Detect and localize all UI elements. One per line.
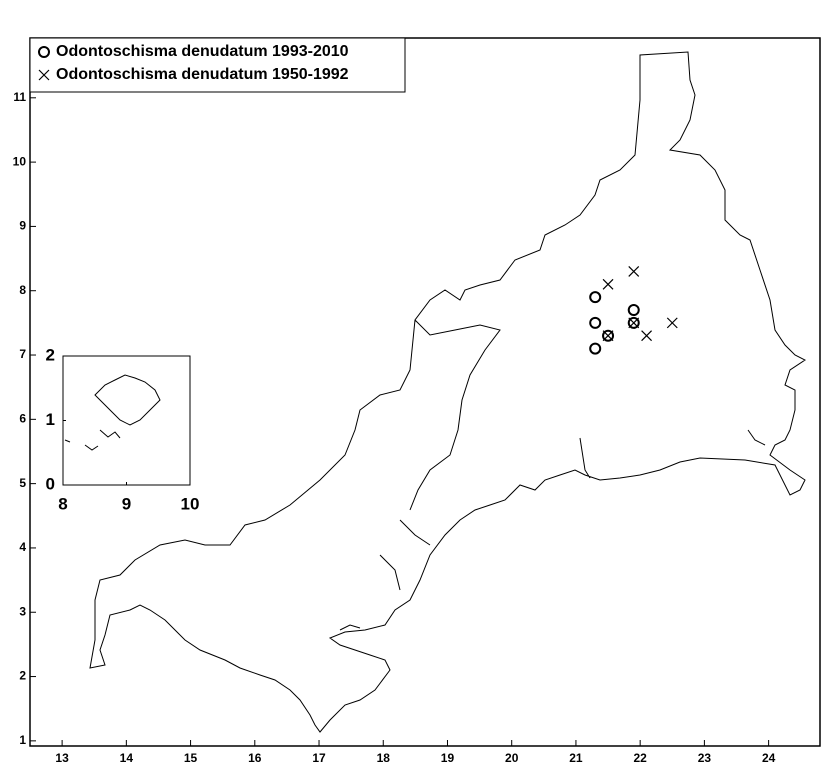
legend-box [29,37,406,93]
y-tick-label: 8 [19,283,26,297]
point [602,329,615,342]
x-tick-label: 19 [441,751,455,765]
point [589,291,602,304]
x-tick-label: 13 [55,751,69,765]
y-tick-label: 10 [13,154,27,168]
x-tick-label: 22 [633,751,647,765]
x-tick-label: 24 [762,751,776,765]
point [627,304,640,317]
point [628,266,640,277]
x-tick-label: 17 [312,751,326,765]
point [628,317,640,329]
legend-marker [38,69,50,81]
y-tick-label: 6 [19,412,26,426]
legend-marker [38,46,50,58]
x-tick-label: 23 [698,751,712,765]
y-tick-label: 11 [13,90,26,104]
x-tick-label: 20 [505,751,519,765]
plot-frame [29,37,821,747]
coastline [89,51,806,733]
y-tick-label: 7 [19,347,26,361]
y-tick-label: 9 [19,219,26,233]
inset-x-tick-label: 10 [181,494,200,513]
x-tick-label: 14 [120,751,134,765]
inset-x-tick-label: 9 [122,494,131,513]
point [666,317,678,329]
inset-x-tick-label: 8 [58,494,67,513]
y-tick-label: 1 [19,733,26,747]
point [602,278,614,290]
point [589,316,602,329]
point [589,342,602,355]
inset-y-tick-label: 1 [46,410,55,429]
inset-coastline [64,374,161,451]
legend-label: Odontoschisma denudatum 1993-2010 [56,43,349,60]
y-tick-label: 4 [19,540,26,554]
x-tick-label: 21 [569,751,583,765]
point [627,316,640,329]
inset-y-tick-label: 0 [46,474,55,493]
x-tick-label: 15 [184,751,198,765]
y-tick-label: 3 [19,604,26,618]
point [641,330,653,342]
x-tick-label: 16 [248,751,262,765]
y-tick-label: 2 [19,669,26,683]
x-tick-label: 18 [377,751,391,765]
y-tick-label: 5 [19,476,26,490]
inset-y-tick-label: 2 [46,345,55,364]
legend-label: Odontoschisma denudatum 1950-1992 [56,66,349,83]
point [602,330,614,342]
